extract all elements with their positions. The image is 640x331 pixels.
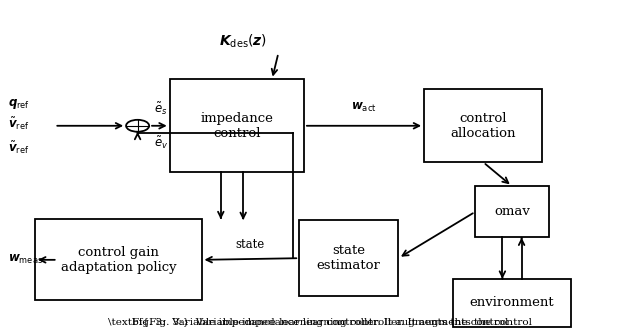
Bar — [424, 89, 543, 162]
Text: state: state — [236, 238, 265, 251]
Text: $\boldsymbol{w}_{\mathrm{meas}}$: $\boldsymbol{w}_{\mathrm{meas}}$ — [8, 253, 43, 266]
Text: control
allocation: control allocation — [451, 112, 516, 140]
Text: $\tilde{e}_v$: $\tilde{e}_v$ — [154, 134, 168, 151]
Text: $\tilde{\boldsymbol{v}}_{\mathrm{ref}}$: $\tilde{\boldsymbol{v}}_{\mathrm{ref}}$ — [8, 116, 29, 132]
Text: $\tilde{e}_s$: $\tilde{e}_s$ — [154, 101, 168, 118]
Text: $\boldsymbol{w}_{\mathrm{act}}$: $\boldsymbol{w}_{\mathrm{act}}$ — [351, 101, 377, 114]
Text: Fig. 3:  Variable impedance learning controller. It augments the control: Fig. 3: Variable impedance learning cont… — [132, 318, 508, 327]
Text: control gain
adaptation policy: control gain adaptation policy — [61, 246, 176, 274]
Text: impedance
control: impedance control — [200, 112, 273, 140]
Text: state
estimator: state estimator — [317, 244, 381, 272]
Text: omav: omav — [494, 205, 530, 218]
Text: $\boldsymbol{q}_{\mathrm{ref}}$: $\boldsymbol{q}_{\mathrm{ref}}$ — [8, 97, 29, 111]
Text: $\boldsymbol{K}_{\mathrm{des}}(\boldsymbol{z})$: $\boldsymbol{K}_{\mathrm{des}}(\boldsymb… — [219, 33, 268, 50]
Text: environment: environment — [470, 296, 554, 309]
Text: \textbf{Fig. 3:}  Variable impedance learning controller. It augments the contro: \textbf{Fig. 3:} Variable impedance lear… — [108, 318, 532, 327]
Bar — [300, 220, 399, 296]
Bar — [170, 79, 304, 172]
Bar — [35, 219, 202, 301]
Bar — [453, 279, 572, 327]
Bar — [476, 186, 549, 238]
Text: $\tilde{\boldsymbol{v}}_{\mathrm{ref}}$: $\tilde{\boldsymbol{v}}_{\mathrm{ref}}$ — [8, 139, 29, 156]
